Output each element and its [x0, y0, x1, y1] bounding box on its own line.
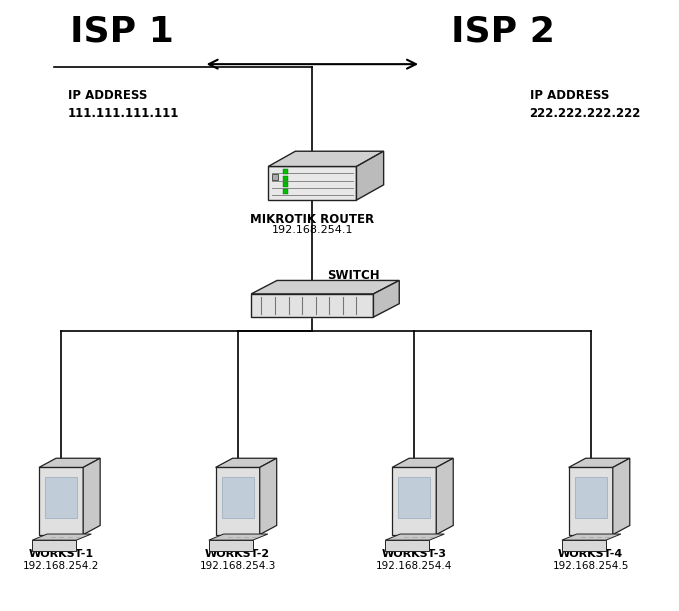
Polygon shape: [216, 467, 259, 535]
Text: WORKST-1: WORKST-1: [29, 549, 94, 558]
Polygon shape: [569, 458, 630, 467]
Text: 192.168.254.1: 192.168.254.1: [272, 225, 353, 235]
Polygon shape: [259, 458, 277, 535]
Polygon shape: [569, 467, 612, 535]
Polygon shape: [386, 540, 430, 551]
Polygon shape: [209, 534, 268, 540]
Polygon shape: [436, 458, 454, 535]
Polygon shape: [268, 152, 384, 167]
Text: MIKROTIK ROUTER: MIKROTIK ROUTER: [251, 213, 374, 225]
Bar: [283, 176, 288, 181]
Polygon shape: [562, 540, 606, 551]
Bar: [283, 169, 288, 174]
Polygon shape: [32, 540, 76, 551]
Text: 192.168.254.2: 192.168.254.2: [23, 561, 99, 571]
Text: 111.111.111.111: 111.111.111.111: [68, 107, 179, 120]
Text: ISP 2: ISP 2: [451, 15, 554, 49]
Polygon shape: [612, 458, 630, 535]
Polygon shape: [209, 540, 253, 551]
Polygon shape: [222, 478, 253, 518]
Polygon shape: [39, 467, 83, 535]
Text: 222.222.222.222: 222.222.222.222: [530, 107, 641, 120]
Text: 192.168.254.5: 192.168.254.5: [553, 561, 629, 571]
Polygon shape: [356, 152, 384, 200]
Bar: [272, 174, 278, 180]
Polygon shape: [399, 478, 430, 518]
Polygon shape: [83, 458, 100, 535]
Text: IP ADDRESS: IP ADDRESS: [68, 89, 147, 101]
Polygon shape: [216, 458, 277, 467]
Polygon shape: [39, 458, 100, 467]
Polygon shape: [386, 534, 445, 540]
Polygon shape: [562, 534, 621, 540]
Text: SWITCH: SWITCH: [327, 269, 380, 282]
Polygon shape: [575, 478, 606, 518]
Polygon shape: [32, 534, 91, 540]
Polygon shape: [251, 294, 373, 317]
Polygon shape: [392, 458, 454, 467]
Polygon shape: [268, 167, 356, 200]
Polygon shape: [392, 467, 436, 535]
Text: ISP 1: ISP 1: [71, 15, 174, 49]
Text: 192.168.254.4: 192.168.254.4: [376, 561, 452, 571]
Bar: [283, 182, 288, 187]
Text: WORKST-2: WORKST-2: [205, 549, 270, 558]
Polygon shape: [251, 280, 399, 294]
Text: IP ADDRESS: IP ADDRESS: [530, 89, 609, 101]
Text: WORKST-3: WORKST-3: [382, 549, 447, 558]
Text: WORKST-4: WORKST-4: [558, 549, 623, 558]
Bar: [283, 189, 288, 194]
Text: 192.168.254.3: 192.168.254.3: [200, 561, 276, 571]
Polygon shape: [373, 280, 399, 317]
Polygon shape: [45, 478, 77, 518]
